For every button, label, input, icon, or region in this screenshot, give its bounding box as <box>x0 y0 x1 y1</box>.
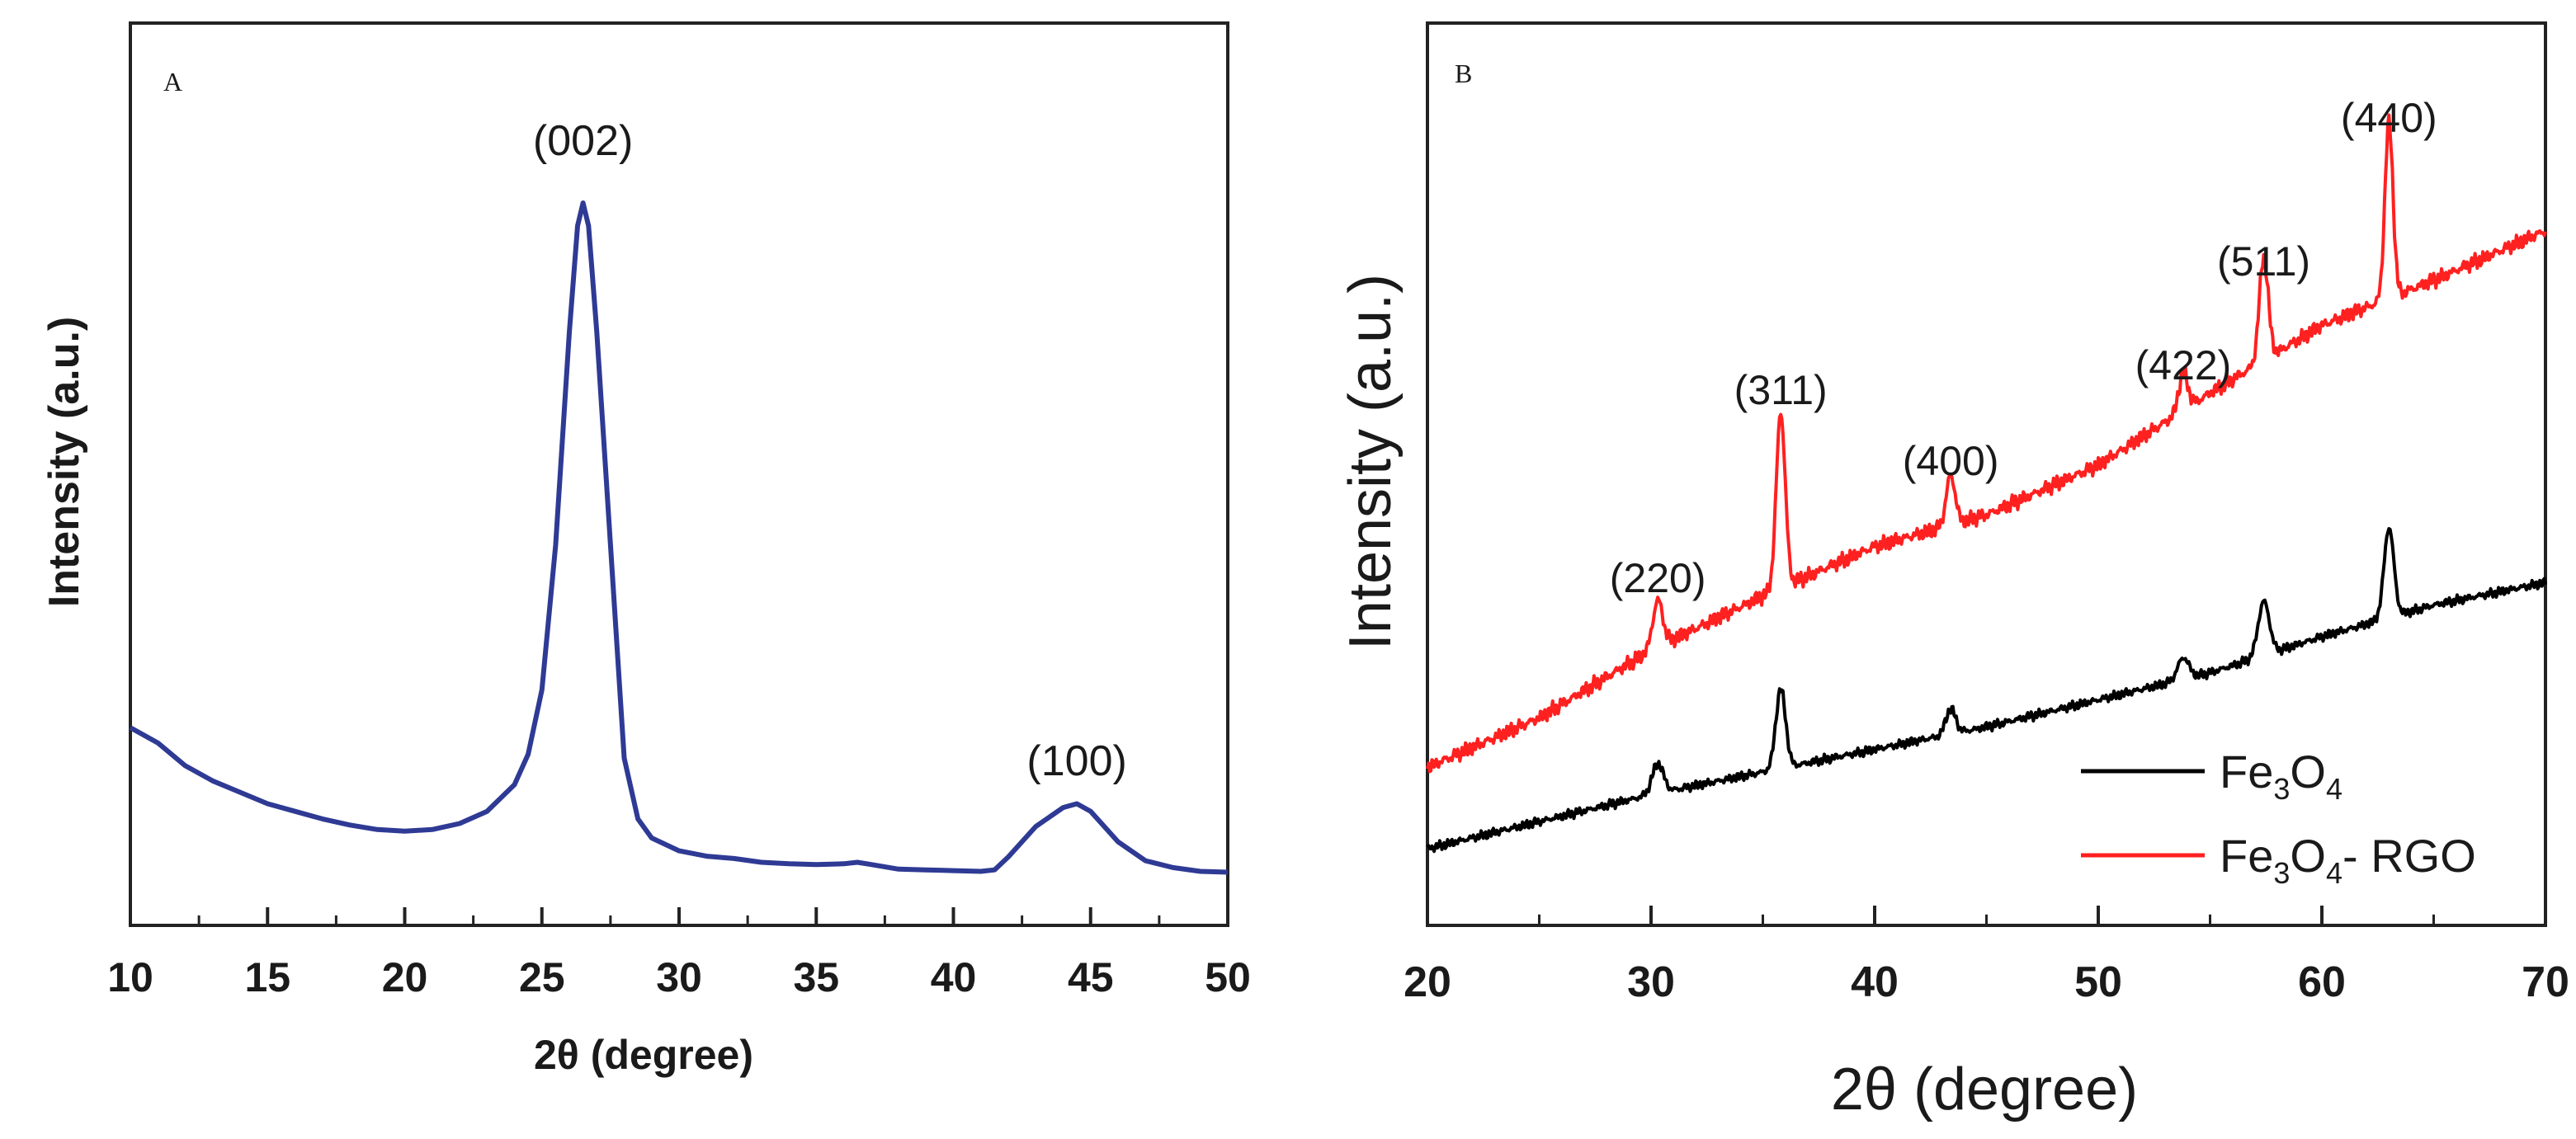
panel-b-series-line-fe3o4-rgo <box>1426 113 2547 774</box>
panel-a-chart: A 10 15 20 25 30 35 40 45 50 (002) (100) 2θ (deg… <box>40 21 1251 1078</box>
legend-label-fe3o4: Fe3O4 <box>2220 746 2342 806</box>
panel-b-y-axis-label: Intensity (a.u.) <box>1338 274 1404 650</box>
x-tick-label: 40 <box>931 954 977 1000</box>
x-tick-label: 20 <box>1404 958 1451 1006</box>
panel-b-letter: B <box>1455 59 1472 88</box>
x-tick-label: 15 <box>244 954 290 1000</box>
panel-a-x-ticks: 10 15 20 25 30 35 40 45 50 <box>107 907 1251 1000</box>
panel-a-peak-label-002: (002) <box>533 117 633 165</box>
x-tick-label: 45 <box>1068 954 1114 1000</box>
legend-label-fe3o4-rgo: Fe3O4- RGO <box>2220 830 2476 890</box>
x-tick-label: 35 <box>793 954 839 1000</box>
x-tick-label: 30 <box>1627 958 1675 1006</box>
panel-b-peak-label-311: (311) <box>1734 367 1828 413</box>
x-tick-label: 30 <box>656 954 702 1000</box>
panel-b-peak-label-220: (220) <box>1610 555 1706 601</box>
panel-b-x-ticks: 20 30 40 50 60 70 <box>1404 906 2569 1006</box>
panel-a-letter: A <box>163 67 182 96</box>
x-tick-label: 20 <box>382 954 428 1000</box>
x-tick-label: 70 <box>2522 958 2569 1006</box>
panel-a-series-line <box>129 200 1229 875</box>
panel-a-x-axis-label: 2θ (degree) <box>534 1032 753 1078</box>
x-tick-label: 50 <box>2074 958 2122 1006</box>
panel-b-peak-label-440: (440) <box>2341 95 2437 141</box>
x-tick-label: 10 <box>107 954 153 1000</box>
panel-b-peak-label-511: (511) <box>2217 238 2310 285</box>
x-tick-label: 50 <box>1205 954 1251 1000</box>
panel-b-peak-label-400: (400) <box>1903 438 1999 484</box>
x-tick-label: 25 <box>519 954 565 1000</box>
panel-b-legend: Fe3O4 Fe3O4- RGO <box>2081 746 2476 890</box>
panel-b-chart: B 20 30 40 50 60 70 (220) (311) (400) (422) (… <box>1338 21 2569 1123</box>
panel-a-y-axis-label: Intensity (a.u.) <box>40 317 88 607</box>
x-tick-label: 40 <box>1851 958 1899 1006</box>
panel-b-peak-label-422: (422) <box>2135 342 2232 388</box>
panel-b-x-axis-label: 2θ (degree) <box>1831 1057 2138 1123</box>
panel-b-series-line-fe3o4 <box>1426 527 2547 854</box>
x-tick-label: 60 <box>2298 958 2346 1006</box>
panel-a-peak-label-100: (100) <box>1026 737 1126 785</box>
panel-a-plot-frame <box>129 21 1229 927</box>
